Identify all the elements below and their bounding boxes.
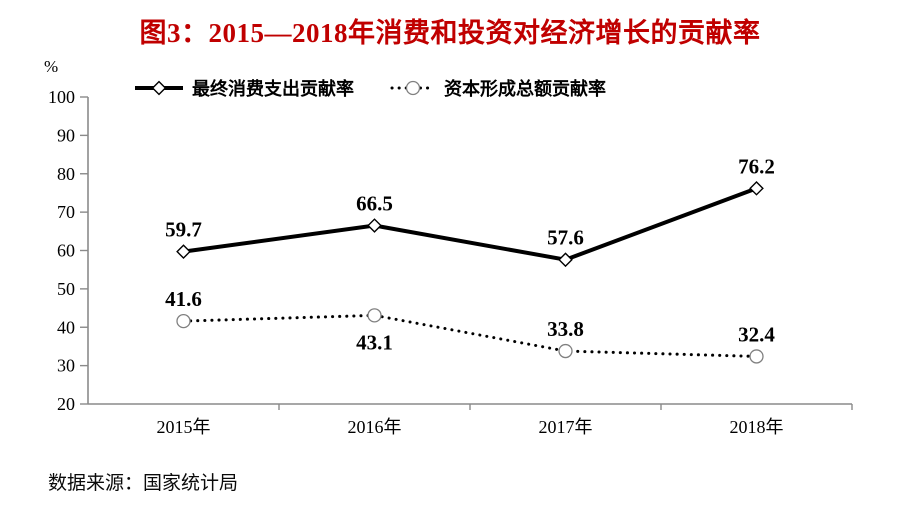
data-point-marker xyxy=(176,313,191,329)
y-tick-label: 30 xyxy=(57,356,75,376)
data-point-label: 43.1 xyxy=(356,330,393,354)
series-line-0 xyxy=(183,186,758,262)
x-tick-label: 2018年 xyxy=(730,417,784,437)
chart-title: 图3：2015—2018年消费和投资对经济增长的贡献率 xyxy=(139,18,761,48)
data-point-label: 76.2 xyxy=(738,154,775,178)
data-point-marker xyxy=(558,252,573,268)
x-tick-label: 2015年 xyxy=(157,417,211,437)
data-point-marker xyxy=(558,343,573,359)
y-tick-label: 50 xyxy=(57,279,75,299)
y-axis-unit-label: % xyxy=(44,57,59,76)
dotted-line-circle-swatch-icon xyxy=(390,80,436,96)
y-tick-label: 70 xyxy=(57,202,75,222)
y-tick-label: 100 xyxy=(48,87,75,107)
data-point-label: 57.6 xyxy=(547,226,584,250)
data-point-label: 32.4 xyxy=(738,322,775,346)
y-tick-label: 90 xyxy=(57,125,75,145)
y-tick-label: 80 xyxy=(57,164,75,184)
data-point-marker xyxy=(367,308,382,323)
y-tick-label: 20 xyxy=(57,394,75,414)
series-line-1 xyxy=(182,313,758,358)
x-tick-label: 2016年 xyxy=(348,417,402,437)
data-point-marker xyxy=(749,180,764,196)
data-point-marker xyxy=(367,218,382,233)
legend: 最终消费支出贡献率 资本形成总额贡献率 xyxy=(134,75,606,101)
data-point-label: 66.5 xyxy=(356,192,393,216)
data-point-label: 41.6 xyxy=(165,287,202,311)
source-note: 数据来源：国家统计局 xyxy=(48,473,239,494)
data-point-label: 33.8 xyxy=(547,317,584,341)
solid-line-diamond-swatch-icon xyxy=(135,80,183,96)
y-tick-label: 60 xyxy=(57,241,75,261)
legend-item-consumption: 最终消费支出贡献率 xyxy=(134,75,354,101)
legend-label-consumption: 最终消费支出贡献率 xyxy=(192,79,354,99)
data-point-label: 59.7 xyxy=(165,218,202,242)
legend-label-capital: 资本形成总额贡献率 xyxy=(444,79,606,99)
data-point-marker xyxy=(176,244,191,260)
legend-item-capital: 资本形成总额贡献率 xyxy=(390,75,606,101)
data-point-marker xyxy=(749,349,764,364)
y-tick-label: 40 xyxy=(57,317,75,337)
x-tick-label: 2017年 xyxy=(539,417,593,437)
